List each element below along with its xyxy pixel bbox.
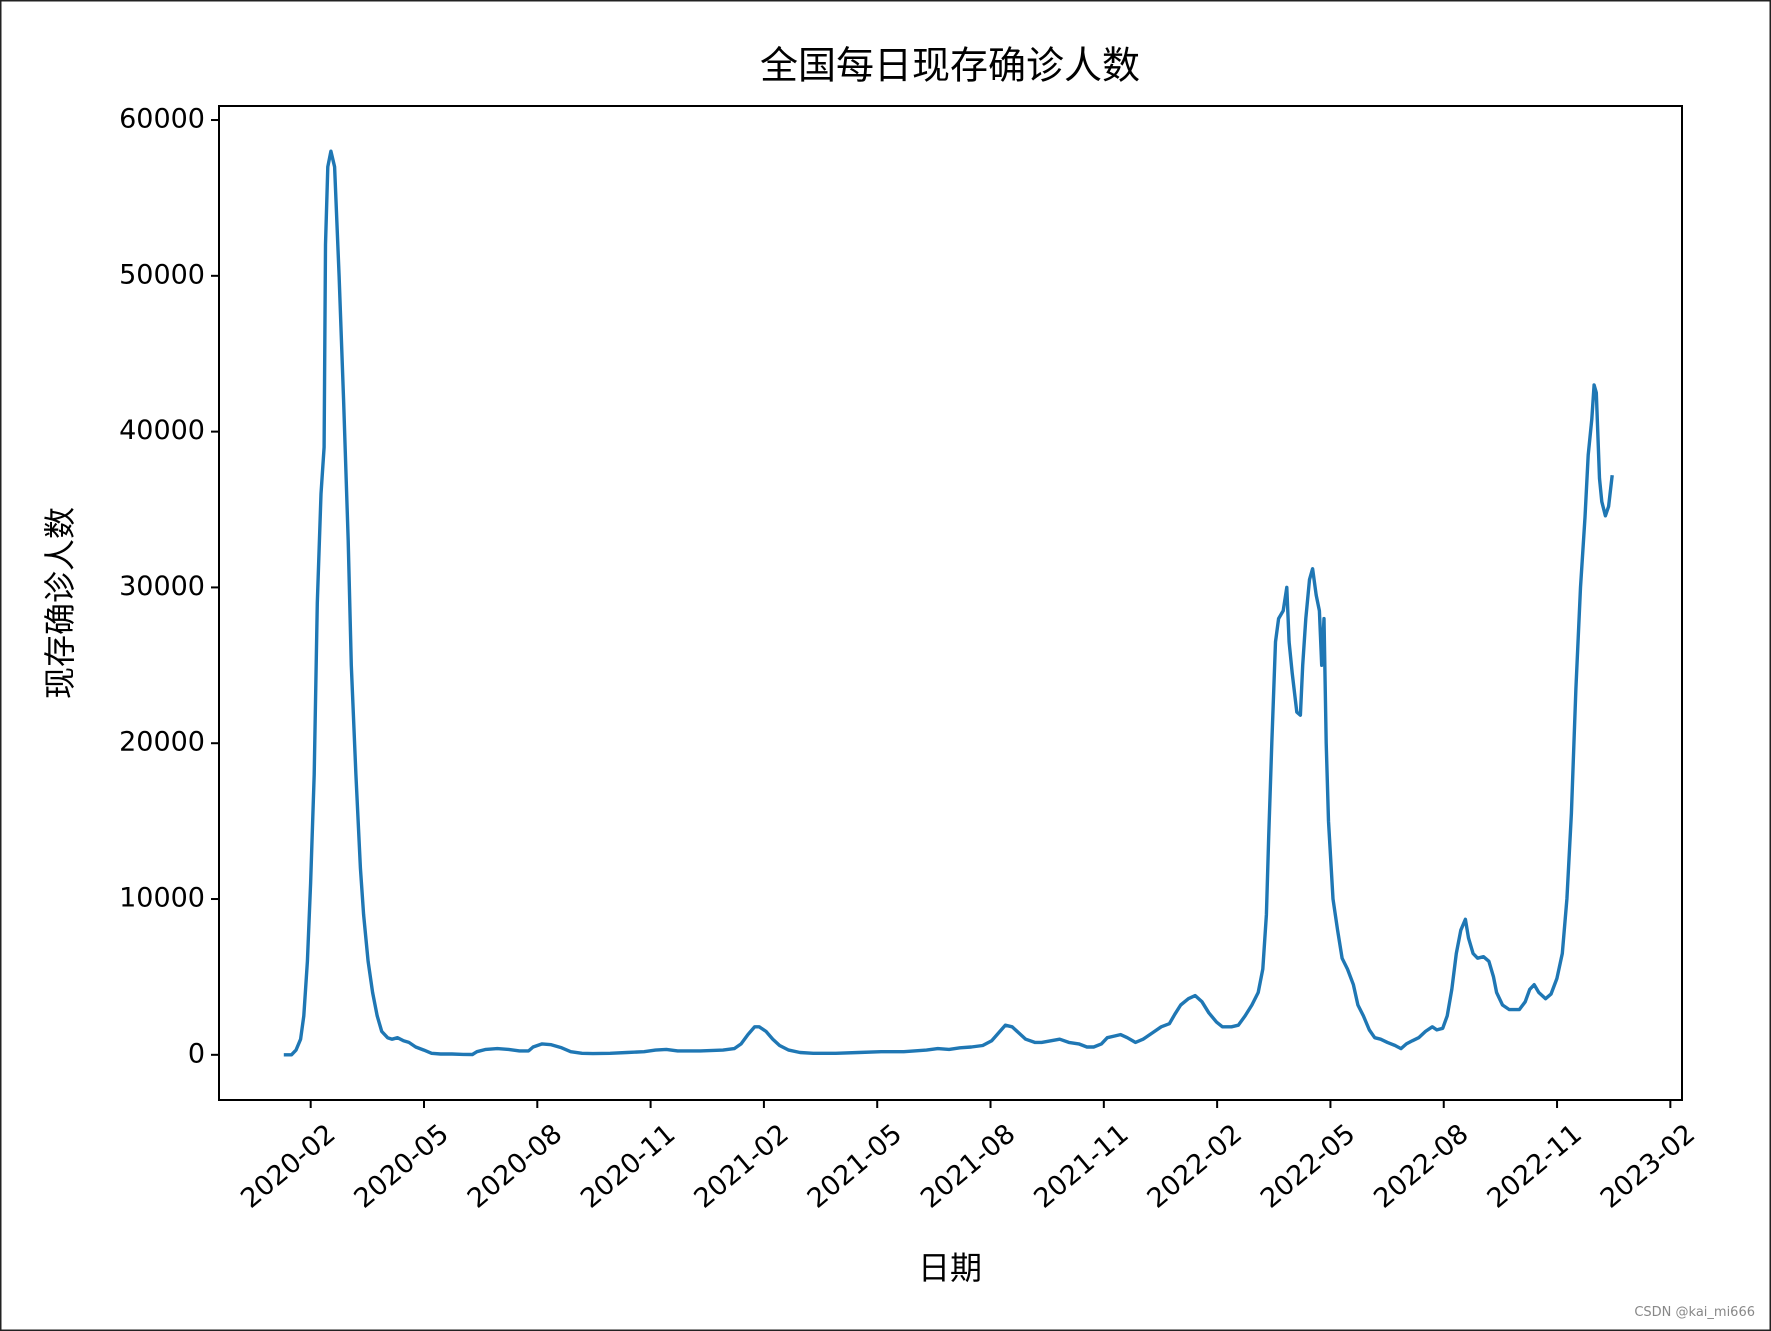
y-axis-label: 现存确诊人数 (41, 507, 79, 699)
chart-title: 全国每日现存确诊人数 (760, 44, 1140, 88)
y-tick-label: 50000 (119, 259, 205, 290)
plot-frame (218, 105, 1683, 1101)
x-axis-label: 日期 (918, 1249, 982, 1287)
watermark: CSDN @kai_mi666 (1634, 1305, 1755, 1320)
data-line (283, 149, 1614, 1057)
y-tick-label: 20000 (119, 727, 205, 758)
y-tick-label: 0 (188, 1038, 205, 1069)
y-tick-label: 40000 (119, 415, 205, 446)
y-tick-label: 10000 (119, 883, 205, 914)
y-tick-label: 60000 (119, 104, 205, 135)
y-tick-label: 30000 (119, 571, 205, 602)
